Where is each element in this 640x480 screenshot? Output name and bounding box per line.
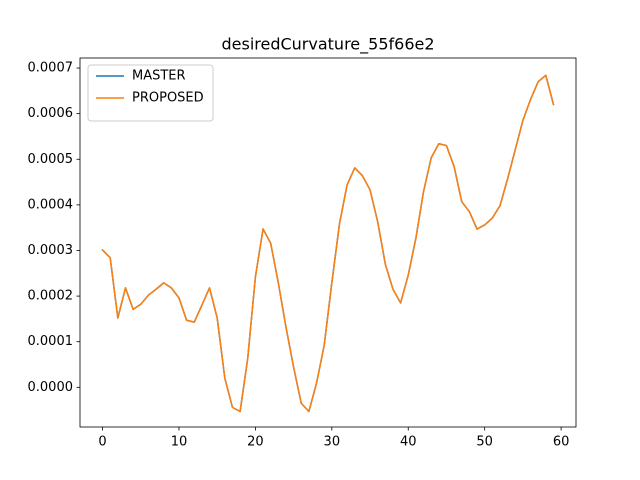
x-tick-label: 30 bbox=[324, 435, 341, 450]
x-tick-label: 60 bbox=[553, 435, 570, 450]
x-tick-label: 10 bbox=[171, 435, 188, 450]
chart-title: desiredCurvature_55f66e2 bbox=[221, 35, 434, 55]
y-tick-label: 0.0004 bbox=[28, 197, 74, 212]
legend-box bbox=[87, 64, 214, 122]
y-tick-label: 0.0000 bbox=[28, 380, 74, 395]
x-tick-label: 50 bbox=[476, 435, 493, 450]
y-tick-label: 0.0002 bbox=[28, 289, 74, 304]
y-tick-label: 0.0006 bbox=[28, 106, 74, 121]
y-tick-label: 0.0007 bbox=[28, 61, 74, 76]
legend-label: PROPOSED bbox=[132, 91, 204, 106]
y-tick-label: 0.0001 bbox=[28, 334, 74, 349]
x-tick-label: 40 bbox=[400, 435, 417, 450]
x-tick-label: 20 bbox=[247, 435, 264, 450]
legend-label: MASTER bbox=[132, 69, 186, 84]
line-series bbox=[101, 74, 555, 413]
x-tick-label: 0 bbox=[98, 435, 106, 450]
y-tick-label: 0.0005 bbox=[28, 152, 74, 167]
plot-frame bbox=[79, 57, 577, 428]
y-tick-label: 0.0003 bbox=[28, 243, 74, 258]
